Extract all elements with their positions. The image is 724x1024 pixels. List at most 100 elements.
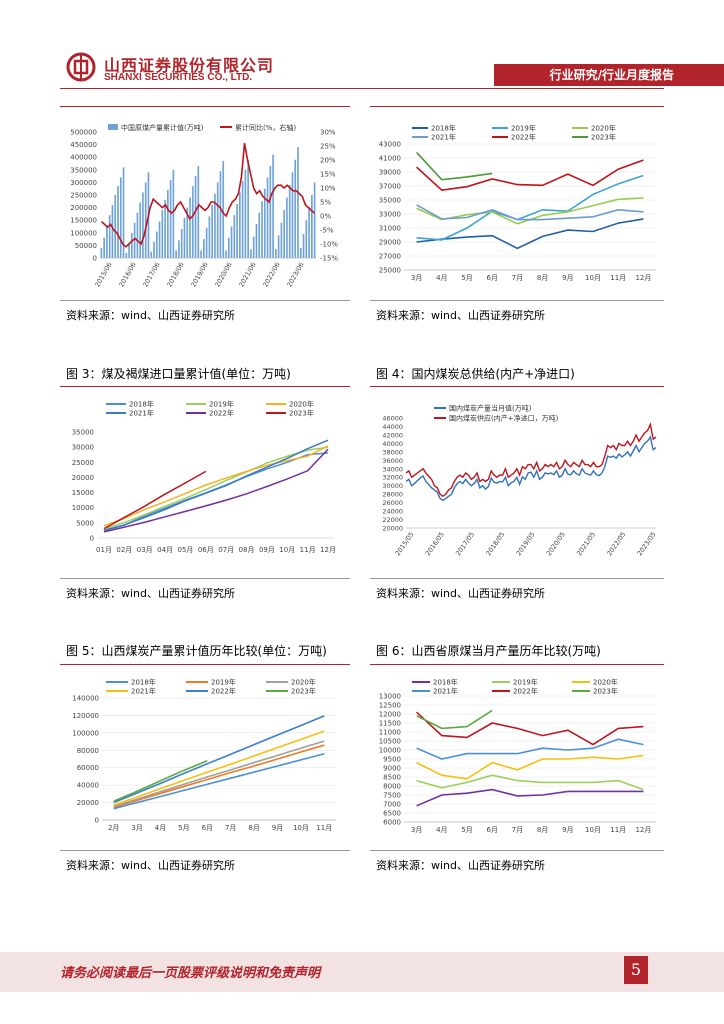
source-note: 资料来源：wind、山西证券研究所 bbox=[376, 859, 546, 872]
bar bbox=[122, 167, 125, 258]
x-tick-label: 09月 bbox=[259, 546, 275, 554]
bar bbox=[167, 189, 169, 258]
bar bbox=[197, 166, 200, 258]
x-tick-label: 4月 bbox=[436, 274, 447, 282]
x-tick-label: 3月 bbox=[131, 824, 142, 832]
bar bbox=[233, 215, 236, 258]
bar bbox=[299, 247, 302, 258]
bar bbox=[247, 159, 249, 258]
y-tick-label: 0 bbox=[95, 817, 99, 825]
bar bbox=[244, 169, 247, 258]
x-tick-label: 2015/05 bbox=[394, 531, 416, 558]
company-logo-icon bbox=[66, 52, 96, 82]
y-tick-label: 9500 bbox=[383, 756, 401, 764]
x-tick-label: 9月 bbox=[272, 824, 283, 832]
bar bbox=[288, 184, 291, 258]
y-tick-label: 150000 bbox=[70, 217, 97, 225]
y-tick-label: 12000 bbox=[379, 711, 401, 719]
y-tick-label: 26000 bbox=[382, 499, 403, 507]
x-tick-label: 2023/05 bbox=[636, 531, 658, 558]
y-tick-label: 34000 bbox=[382, 465, 403, 473]
x-tick-label: 12月 bbox=[635, 826, 651, 834]
y-tick-label: 39000 bbox=[379, 169, 401, 177]
series-line bbox=[416, 709, 493, 730]
bar bbox=[261, 201, 263, 258]
y-tick-label: 12500 bbox=[379, 702, 401, 710]
panel-rule-bottom bbox=[60, 578, 350, 579]
y-tick-label: 43000 bbox=[379, 141, 401, 149]
series-line bbox=[113, 715, 325, 804]
source-note: 资料来源：wind、山西证券研究所 bbox=[376, 587, 546, 600]
x-tick-label: 7月 bbox=[512, 274, 523, 282]
y-tick-label: 11500 bbox=[379, 720, 401, 728]
bar bbox=[194, 176, 197, 258]
y-tick-label: 5000 bbox=[76, 519, 94, 527]
bar bbox=[211, 205, 213, 258]
x-tick-label: 08月 bbox=[239, 546, 255, 554]
legend-label: 2020年 bbox=[591, 124, 616, 133]
source-note: 资料来源：wind、山西证券研究所 bbox=[66, 587, 236, 600]
x-tick-label: 10月 bbox=[293, 824, 309, 832]
series-line bbox=[416, 151, 493, 181]
legend-label: 累计同比(%，右轴) bbox=[235, 123, 296, 132]
bar bbox=[164, 200, 166, 258]
bar bbox=[227, 237, 230, 258]
legend-label: 2019年 bbox=[513, 678, 538, 687]
x-tick-label: 2018/06 bbox=[165, 261, 185, 288]
y2-tick-label: -5% bbox=[320, 227, 334, 235]
x-tick-label: 02月 bbox=[116, 546, 132, 554]
y-tick-label: 44000 bbox=[382, 423, 403, 431]
y2-tick-label: -10% bbox=[320, 241, 338, 249]
bar bbox=[172, 169, 175, 258]
bar bbox=[269, 166, 272, 258]
bar bbox=[106, 225, 108, 258]
y-tick-label: 11000 bbox=[379, 729, 401, 737]
x-tick-label: 05月 bbox=[177, 546, 193, 554]
legend-label: 2022年 bbox=[209, 409, 234, 418]
bar bbox=[125, 252, 128, 258]
bar bbox=[136, 212, 139, 258]
y2-tick-label: 0% bbox=[320, 213, 331, 221]
x-tick-label: 5月 bbox=[178, 824, 189, 832]
chart-coal-imports-cumulative: 35000 30000 25000 20000 15000 10000 5000 0 01月 02… bbox=[60, 392, 350, 578]
bar bbox=[186, 207, 189, 258]
y-tick-label: 35000 bbox=[379, 197, 401, 205]
series-line bbox=[113, 752, 325, 810]
x-tick-label: 2021/06 bbox=[237, 261, 257, 288]
x-tick-label: 2020/05 bbox=[545, 531, 567, 558]
y-tick-label: 25000 bbox=[72, 459, 94, 467]
y-tick-label: 300000 bbox=[70, 179, 97, 187]
x-tick-label: 2017/06 bbox=[141, 261, 161, 288]
bar bbox=[111, 205, 114, 258]
series-line bbox=[103, 452, 329, 531]
y-tick-label: 0 bbox=[93, 255, 97, 263]
bar bbox=[294, 159, 297, 258]
bar bbox=[308, 207, 310, 258]
y-tick-label: 20000 bbox=[72, 474, 94, 482]
bar bbox=[252, 236, 255, 258]
bar bbox=[155, 231, 158, 258]
x-tick-label: 2019/05 bbox=[515, 531, 537, 558]
legend-label: 2023年 bbox=[291, 687, 316, 696]
y-tick-label: 10000 bbox=[379, 747, 401, 755]
bar bbox=[142, 192, 144, 258]
bar bbox=[100, 247, 103, 258]
y-tick-label: 60000 bbox=[77, 764, 99, 772]
bar bbox=[153, 241, 155, 258]
y-tick-label: 13000 bbox=[379, 693, 401, 701]
bar bbox=[313, 182, 316, 258]
bar bbox=[302, 234, 305, 258]
y-tick-label: 22000 bbox=[382, 516, 403, 524]
page-footer bbox=[0, 952, 724, 992]
x-tick-label: 5月 bbox=[461, 826, 472, 834]
y-tick-label: 46000 bbox=[382, 415, 403, 423]
y-tick-label: 100000 bbox=[70, 229, 97, 237]
y-tick-label: 120000 bbox=[72, 712, 99, 720]
x-tick-label: 4月 bbox=[436, 826, 447, 834]
source-note: 资料来源：wind、山西证券研究所 bbox=[66, 309, 236, 322]
bar bbox=[305, 220, 308, 258]
figure-5-title: 图 5：山西煤炭产量累计值历年比较(单位：万吨) bbox=[66, 644, 327, 658]
bar bbox=[117, 186, 119, 258]
x-tick-label: 11月 bbox=[300, 546, 316, 554]
x-tick-label: 8月 bbox=[537, 826, 548, 834]
